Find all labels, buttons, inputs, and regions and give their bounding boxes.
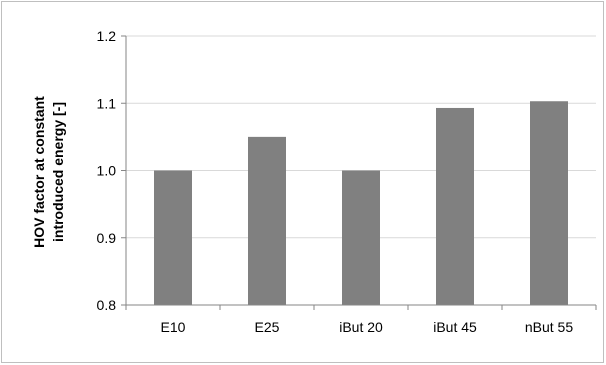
y-axis-title-line-1: HOV factor at constant bbox=[31, 96, 47, 248]
x-tick-label: iBut 45 bbox=[433, 319, 477, 335]
axes bbox=[121, 35, 597, 310]
y-tick-labels: 0.8 0.9 1.0 1.1 1.2 bbox=[97, 28, 117, 313]
y-tick-label: 1.2 bbox=[97, 28, 117, 44]
x-tick-label: iBut 20 bbox=[339, 319, 383, 335]
y-tick-label: 1.1 bbox=[97, 95, 117, 111]
y-tick-label: 0.9 bbox=[97, 230, 117, 246]
x-tick-labels: E10 E25 iBut 20 iBut 45 nBut 55 bbox=[161, 319, 574, 335]
y-tick-label: 1.0 bbox=[97, 163, 117, 179]
y-axis-title-line-2: introduced energy [-] bbox=[50, 102, 66, 242]
x-tick-label: E10 bbox=[161, 319, 186, 335]
y-axis-title: HOV factor at constant introduced energy… bbox=[31, 96, 66, 248]
bar-ibut-20 bbox=[342, 170, 380, 305]
bar-ibut-45 bbox=[436, 107, 474, 306]
bars bbox=[154, 101, 568, 306]
x-tick-label: E25 bbox=[255, 319, 280, 335]
y-tick-label: 0.8 bbox=[97, 297, 117, 313]
bar-e25 bbox=[248, 136, 286, 305]
bar-nbut-55 bbox=[530, 101, 568, 305]
bar-e10 bbox=[154, 170, 192, 305]
x-tick-label: nBut 55 bbox=[525, 319, 573, 335]
